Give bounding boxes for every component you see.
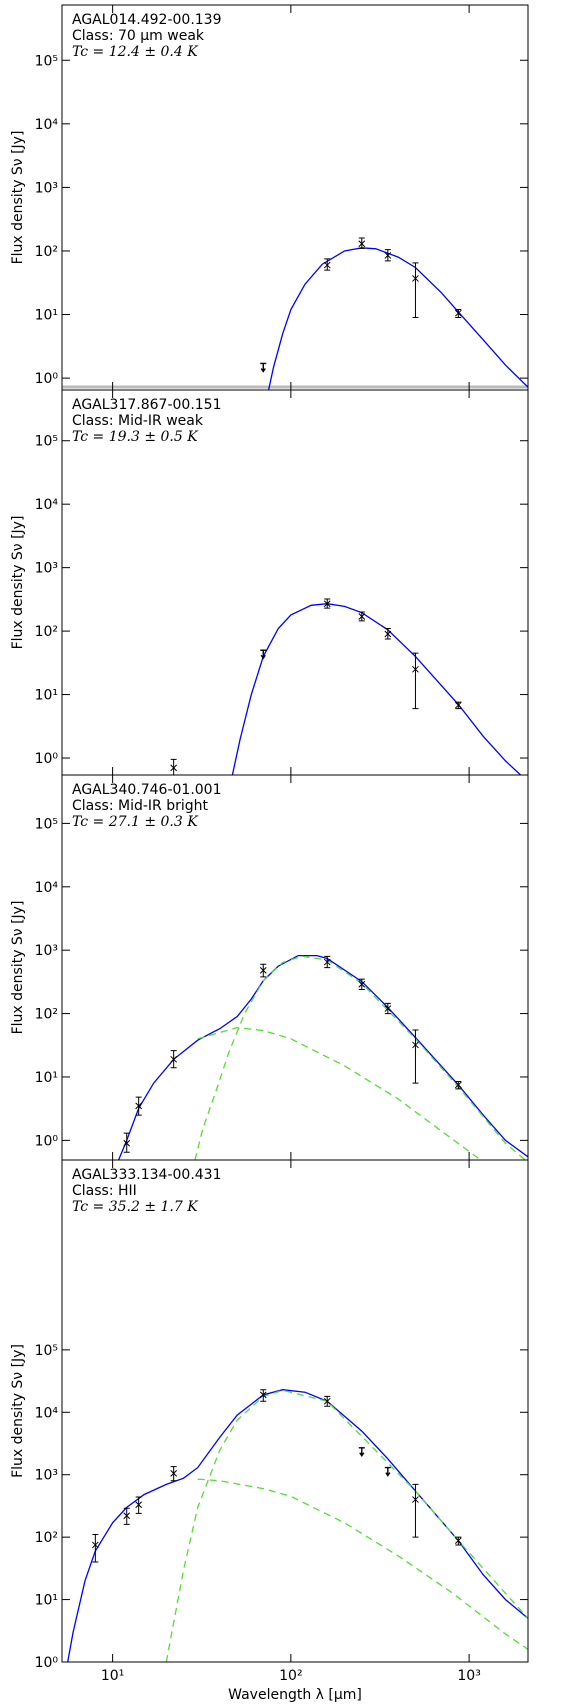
plot-area [67,1389,528,1662]
y-axis-label: Flux density Sν [Jy] [10,131,26,265]
data-point [384,252,392,259]
data-point [170,764,178,772]
y-tick-label: 10³ [35,943,58,959]
data-point [358,613,366,620]
data-point [259,967,267,974]
model-curve [197,1026,481,1160]
data-point [358,240,366,248]
model-curve [67,1389,528,1662]
x-tick-label: 10³ [457,1668,480,1684]
data-point [454,701,462,709]
model-curve [231,603,522,775]
data-point [412,275,419,282]
data-point [412,1496,419,1503]
temperature: Tc = 19.3 ± 0.5 K [72,429,199,445]
frame [61,389,529,776]
data-point [91,1541,99,1549]
data-point [259,1391,267,1399]
plot-area [260,237,528,390]
model-curve [267,247,528,390]
data-point [384,630,392,638]
y-tick-label: 10¹ [35,308,58,324]
y-tick-label: 10⁰ [35,371,59,387]
y-axis-label: Flux density Sν [Jy] [10,516,26,650]
y-tick-label: 10⁵ [35,53,58,69]
error-bar [412,1483,419,1538]
data-point [123,1139,131,1147]
data-point [323,261,331,269]
source-name: AGAL014.492-00.139 [72,12,222,28]
data-point [384,1005,392,1012]
upper-limit [260,649,267,660]
data-point [123,1512,131,1520]
model-curve [165,1389,528,1662]
y-tick-label: 10³ [35,1468,58,1484]
data-point [170,1055,178,1063]
data-point [170,1470,178,1477]
frame [61,774,529,1161]
upper-limit [260,362,267,373]
class-label: Class: Mid-IR weak [72,413,204,429]
data-point [454,1081,462,1089]
class-label: Class: Mid-IR bright [72,798,209,814]
y-tick-label: 10³ [35,180,58,196]
y-tick-label: 10⁵ [35,434,58,450]
data-point [323,1397,331,1405]
y-tick-label: 10⁰ [35,1133,59,1149]
temperature: Tc = 27.1 ± 0.3 K [72,814,199,830]
y-tick-label: 10⁰ [35,1655,59,1671]
class-label: Class: HII [72,1183,137,1199]
error-bar [412,1029,419,1084]
data-point [454,309,462,317]
y-tick-label: 10⁵ [35,1343,58,1359]
model-curve [117,954,528,1160]
source-name: AGAL340.746-01.001 [72,782,222,798]
data-point [412,1041,419,1049]
y-axis-label: Flux density Sν [Jy] [10,1344,26,1478]
x-tick-label: 10¹ [101,1668,124,1684]
data-point [135,1501,143,1509]
y-tick-label: 10² [35,244,58,260]
x-tick-label: 10² [279,1668,302,1684]
y-tick-label: 10² [35,1007,58,1023]
data-point [135,1102,143,1110]
model-curve [197,1478,528,1650]
data-point [358,980,366,988]
y-tick-label: 10¹ [35,1070,58,1086]
y-axis-label: Flux density Sν [Jy] [10,901,26,1035]
y-tick-label: 10¹ [35,688,58,704]
y-tick-label: 10⁵ [35,816,58,832]
y-tick-label: 10² [35,1530,58,1546]
temperature: Tc = 12.4 ± 0.4 K [72,44,199,60]
y-tick-label: 10⁴ [35,497,59,513]
error-bar [412,652,419,710]
y-tick-label: 10⁰ [35,751,59,767]
data-point [412,665,419,673]
y-tick-label: 10⁴ [35,1405,59,1421]
source-name: AGAL317.867-00.151 [72,397,222,413]
y-tick-label: 10¹ [35,1593,58,1609]
plot-area [117,954,528,1160]
data-point [323,958,331,966]
source-name: AGAL333.134-00.431 [72,1167,222,1183]
y-tick-label: 10³ [35,561,58,577]
error-bar [92,1534,99,1563]
y-tick-label: 10⁴ [35,117,59,133]
data-point [323,600,331,608]
x-axis-label: Wavelength λ [μm] [228,1687,362,1703]
frame [61,1159,529,1663]
temperature: Tc = 35.2 ± 1.7 K [72,1199,199,1215]
upper-limit [384,1466,391,1477]
data-point [454,1537,462,1544]
y-tick-label: 10² [35,624,58,640]
error-bar [412,262,419,318]
upper-limit [358,1447,365,1458]
y-tick-label: 10⁴ [35,880,59,896]
model-curve [194,955,527,1160]
frame [61,4,529,391]
class-label: Class: 70 μm weak [72,28,205,44]
plot-area [170,598,522,775]
